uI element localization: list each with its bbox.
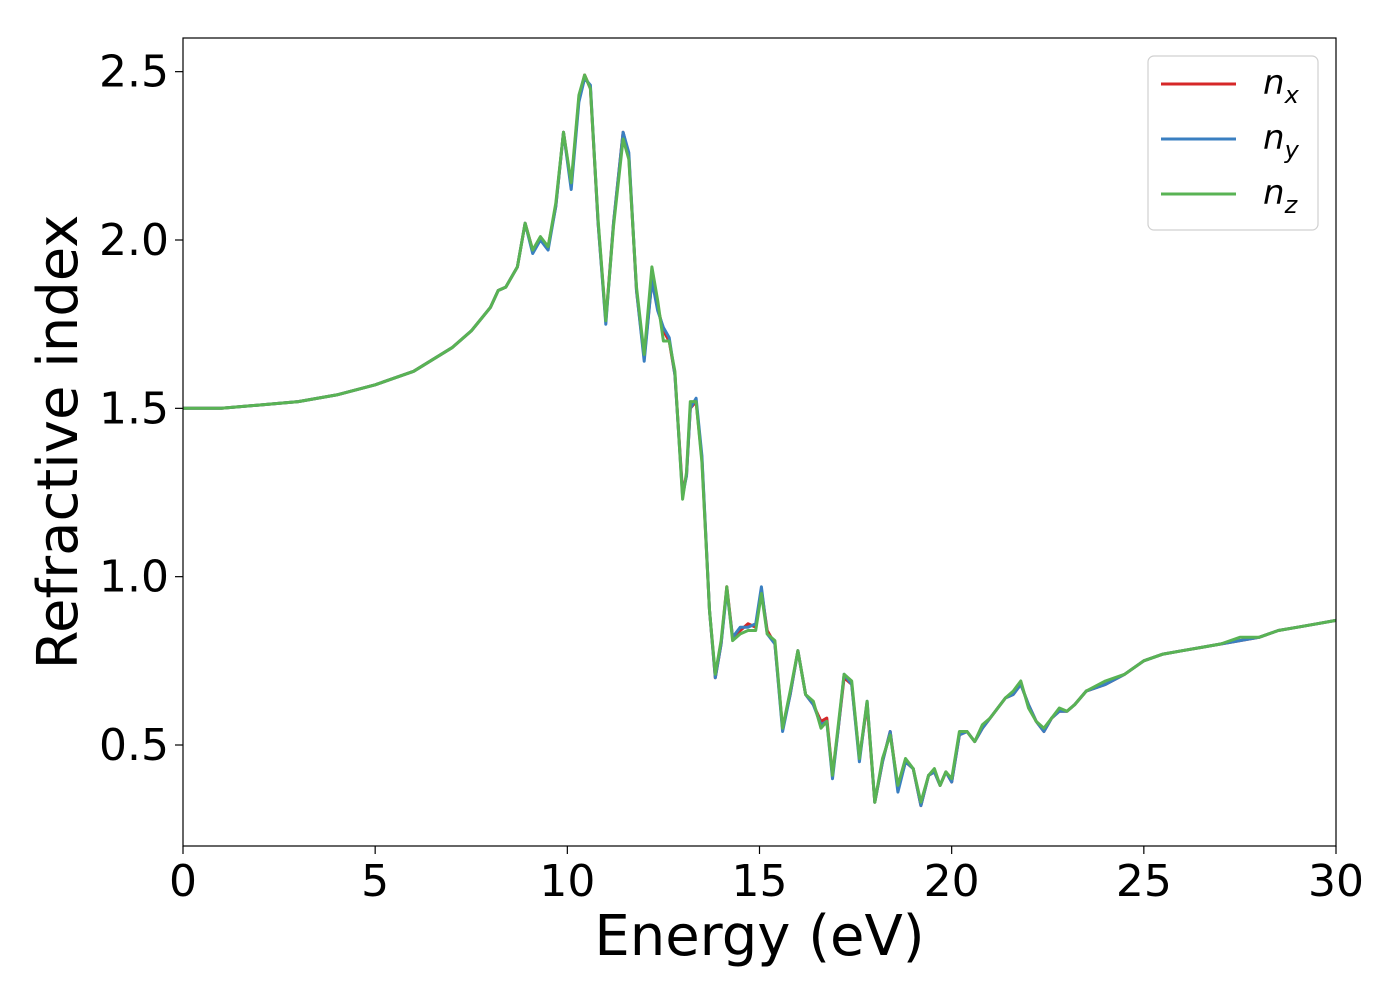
series-layer [183,73,1337,808]
y-axis-ticks: 0.5 1.0 1.5 2.0 2.5 [99,47,183,771]
y-tick-label: 1.0 [99,552,169,603]
x-axis-label: Energy (eV) [594,904,924,969]
x-tick-label: 20 [924,856,980,907]
x-tick-label: 5 [361,856,389,907]
y-tick-label: 2.0 [99,215,169,266]
legend-label-subscript: z [1284,191,1299,219]
x-tick-label: 25 [1116,856,1172,907]
x-tick-label: 0 [169,856,197,907]
y-tick-label: 0.5 [99,720,169,771]
legend-label-y: ny [1263,118,1300,164]
y-tick-label: 1.5 [99,383,169,434]
y-axis-label: Refractive index [26,215,91,670]
legend-label-main: n [1263,63,1285,103]
x-tick-label: 15 [732,856,788,907]
legend-label-main: n [1263,118,1285,158]
legend-box [1147,55,1319,231]
legend-label-main: n [1263,173,1285,213]
legend-label-z: nz [1263,173,1299,219]
legend-label-subscript: y [1284,136,1300,164]
y-tick-label: 2.5 [99,47,169,98]
series-line-z [183,73,1337,804]
x-tick-label: 30 [1308,856,1364,907]
legend-label-subscript: x [1284,81,1300,109]
x-axis-ticks: 0 5 10 15 20 25 30 [169,846,1364,907]
x-tick-label: 10 [539,856,595,907]
legend-label-x: nx [1263,63,1300,109]
